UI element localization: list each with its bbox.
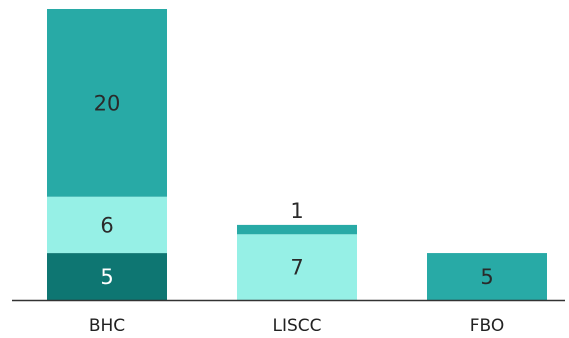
data-label-bhc-segment-2: 20 (94, 91, 121, 115)
data-label-liscc-segment-1: 7 (290, 256, 303, 280)
data-label-bhc-segment-0: 5 (100, 265, 113, 289)
data-label-liscc-segment-2: 1 (290, 199, 303, 223)
bar-liscc-segment-1 (237, 234, 357, 300)
data-label-fbo-segment-2: 5 (480, 265, 493, 289)
bar-bhc-segment-2 (47, 9, 167, 197)
bar-liscc-segment-2 (237, 224, 357, 235)
category-label-liscc: LISCC (272, 316, 321, 336)
bars-group (47, 9, 547, 300)
category-labels-group: BHC LISCC FBO (89, 316, 504, 336)
data-label-bhc-segment-1: 6 (100, 213, 113, 237)
bar-bhc-segment-1 (47, 196, 167, 254)
bar-bhc-segment-0 (47, 253, 167, 300)
category-label-fbo: FBO (470, 316, 505, 336)
bar-fbo-segment-2 (427, 253, 547, 300)
segment-labels-group: 5 6 20 7 1 5 (94, 91, 494, 289)
category-label-bhc: BHC (89, 316, 125, 336)
